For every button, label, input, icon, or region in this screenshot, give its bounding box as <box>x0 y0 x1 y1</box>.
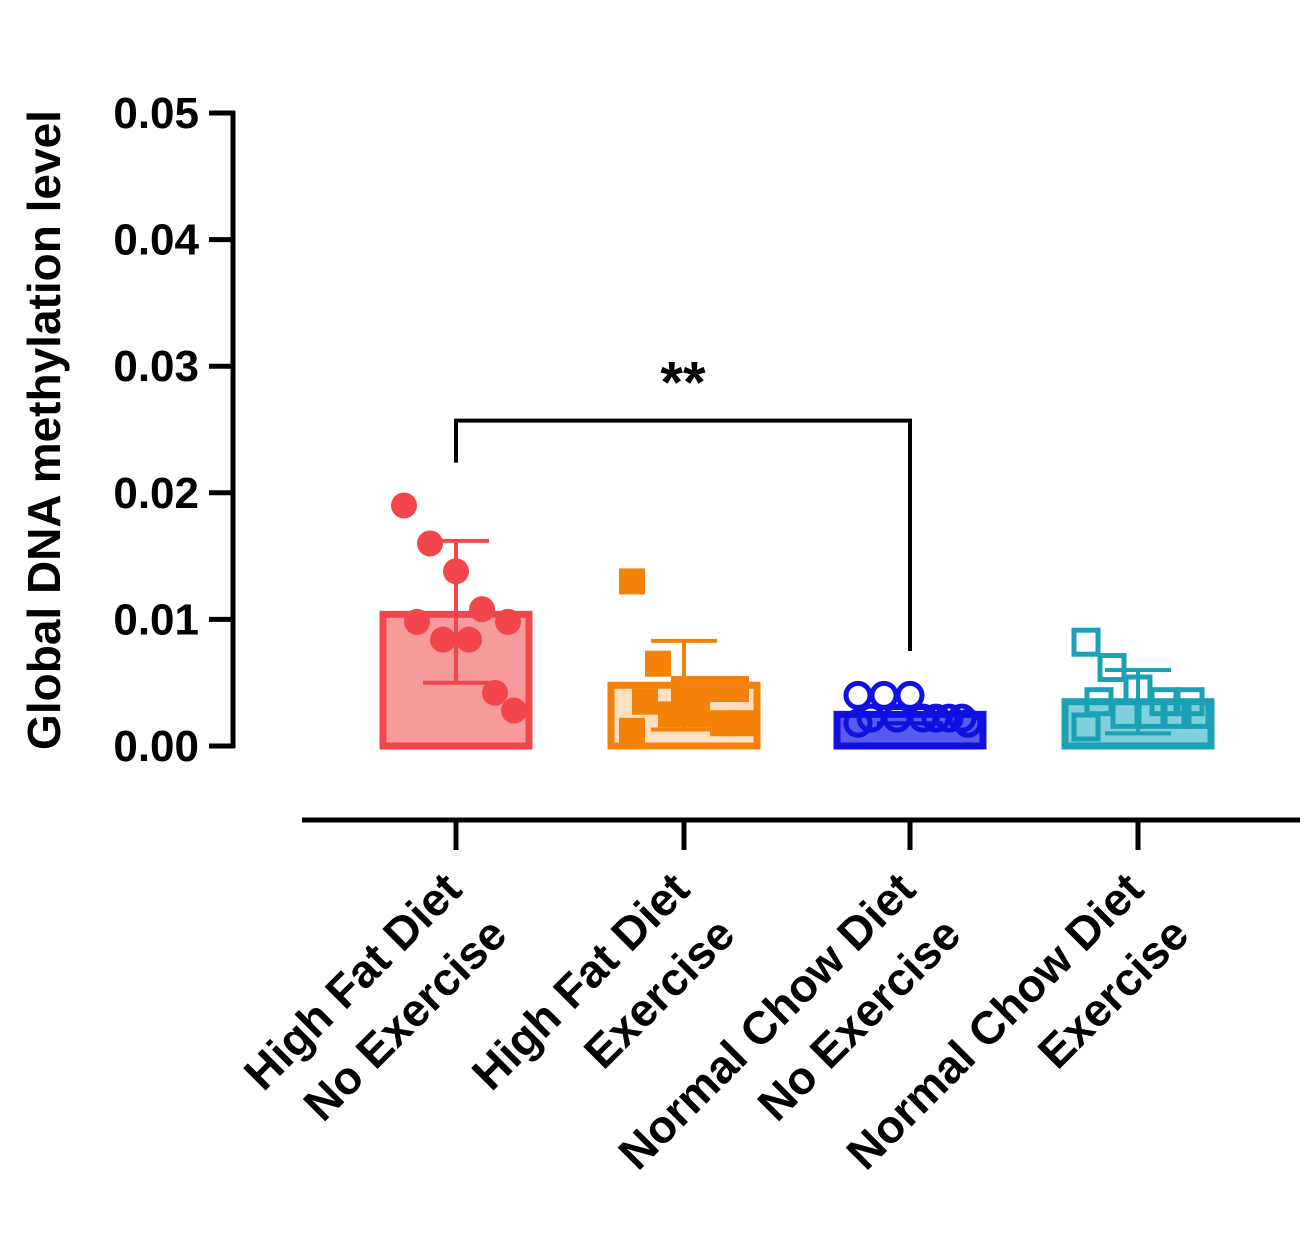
data-point <box>482 679 508 706</box>
data-point <box>1071 712 1101 742</box>
data-point <box>632 688 658 715</box>
data-point <box>430 626 456 653</box>
data-point <box>843 680 873 710</box>
significance-label: ** <box>660 351 706 416</box>
data-point <box>697 676 723 703</box>
data-point <box>895 680 925 710</box>
annotations: ** <box>454 351 912 652</box>
data-point <box>843 708 873 738</box>
y-tick-label: 0.04 <box>113 216 199 265</box>
data-point <box>619 568 645 595</box>
data-point <box>417 530 443 557</box>
data-point <box>1162 699 1192 729</box>
y-tick-label: 0.02 <box>113 469 199 518</box>
data-point <box>684 701 710 728</box>
data-point <box>619 717 645 744</box>
data-point <box>645 650 671 677</box>
data-point <box>391 492 417 519</box>
data-point <box>1181 699 1211 729</box>
data-point <box>723 676 749 703</box>
data-point <box>404 608 430 635</box>
y-tick-label: 0.00 <box>113 722 199 771</box>
data-point <box>869 680 899 710</box>
data-point <box>953 708 983 738</box>
data-point <box>671 676 697 703</box>
data-point <box>456 626 482 653</box>
data-point <box>501 697 527 724</box>
data-point <box>729 710 755 737</box>
y-tick-label: 0.03 <box>113 342 199 391</box>
data-point <box>658 701 684 728</box>
data-points <box>391 492 1211 744</box>
y-axis-label: Global DNA methylation level <box>18 110 70 750</box>
data-point <box>947 703 977 733</box>
data-point <box>469 596 495 623</box>
data-point <box>934 703 964 733</box>
y-tick-label: 0.05 <box>113 89 199 138</box>
data-point <box>495 608 521 635</box>
significance-bracket <box>454 418 912 652</box>
data-point <box>1071 627 1101 657</box>
data-point <box>1097 653 1127 683</box>
data-point <box>443 558 469 585</box>
y-tick-label: 0.01 <box>113 595 199 644</box>
